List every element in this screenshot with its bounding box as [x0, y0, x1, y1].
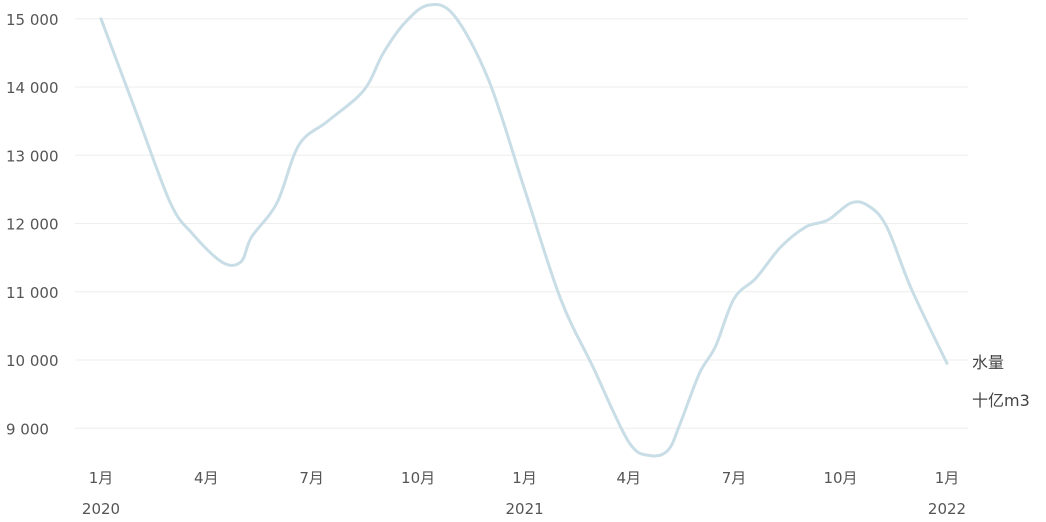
y-tick-label: 12 000: [6, 216, 59, 234]
y-tick-label: 14 000: [6, 79, 59, 97]
unit-label-quantity: 水量: [972, 353, 1004, 372]
x-tick-month-label: 10月: [401, 469, 435, 487]
x-tick-month-label: 1月: [512, 469, 537, 487]
y-tick-label: 9 000: [6, 420, 49, 438]
y-tick-label: 10 000: [6, 352, 59, 370]
y-tick-label: 11 000: [6, 284, 59, 302]
x-tick-year-label: 2020: [82, 500, 120, 518]
x-tick-month-label: 4月: [616, 469, 641, 487]
series-layer: [99, 2, 949, 458]
x-axis-tick-labels: 1月 2020 4月 7月 10月 1月 2021 4月 7月 10月 1月 2022: [82, 469, 966, 518]
x-tick-month-label: 1月: [935, 469, 960, 487]
x-tick-month-label: 7月: [722, 469, 747, 487]
x-tick-year-label: 2022: [928, 500, 966, 518]
x-tick-year-label: 2021: [505, 500, 543, 518]
series-line: [99, 2, 949, 458]
x-tick-month-label: 10月: [823, 469, 857, 487]
y-tick-label: 13 000: [6, 147, 59, 165]
x-tick-month-label: 4月: [194, 469, 219, 487]
x-tick-month-label: 7月: [299, 469, 324, 487]
x-tick-month-label: 1月: [89, 469, 114, 487]
y-tick-label: 15 000: [6, 11, 59, 29]
grid-lines: [75, 18, 968, 429]
y-axis-tick-labels: 15 000 14 000 13 000 12 000 11 000 10 000 9 00…: [6, 11, 59, 439]
unit-label-unit: 十亿m3: [972, 391, 1030, 410]
